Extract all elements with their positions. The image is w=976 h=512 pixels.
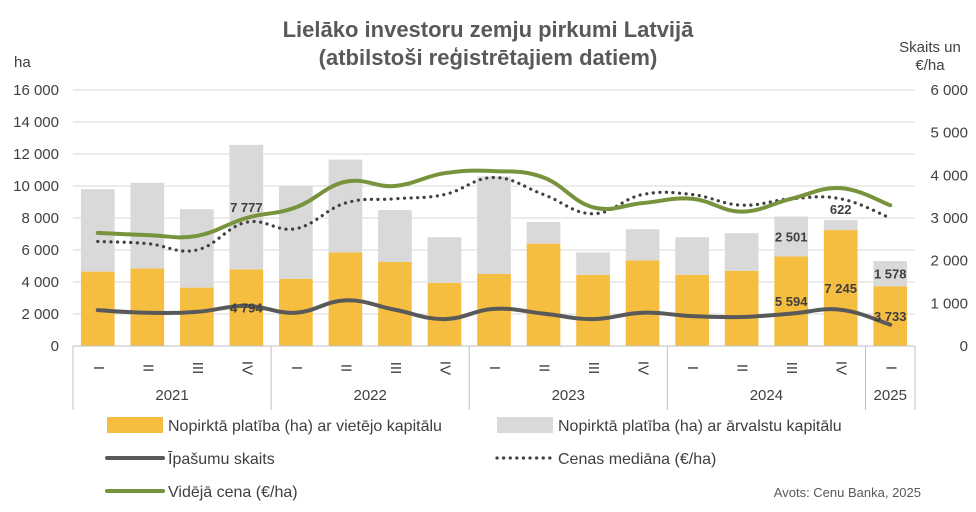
left-axis: 0 2 000 4 000 6 000 8 000 10 000 12 000 14 000 1… bbox=[13, 82, 59, 355]
bar-local-capital bbox=[724, 270, 759, 346]
left-tick-label: 10 000 bbox=[13, 178, 59, 195]
legend-label: Nopirktā platība (ha) ar vietējo kapitāl… bbox=[168, 418, 442, 435]
bar-local-capital bbox=[873, 286, 908, 346]
category-tick-label: IV bbox=[238, 361, 255, 375]
bar-foreign-capital bbox=[576, 252, 610, 275]
category-tick-label: I bbox=[882, 366, 899, 370]
data-label: 2 501 bbox=[775, 229, 808, 244]
line-average-price bbox=[95, 168, 893, 240]
bar-foreign-capital bbox=[724, 233, 759, 271]
bar-local-capital bbox=[378, 262, 412, 346]
bar-foreign-capital bbox=[477, 176, 511, 274]
category-tick-label: I bbox=[288, 366, 305, 370]
right-tick-label: 3 000 bbox=[930, 210, 968, 227]
line-property-count bbox=[95, 298, 893, 327]
bar-foreign-capital bbox=[774, 216, 809, 257]
left-tick-label: 16 000 bbox=[13, 82, 59, 99]
bar-foreign-capital bbox=[80, 189, 115, 272]
legend-label: Īpašumu skaits bbox=[168, 450, 275, 468]
bar-foreign-capital bbox=[823, 220, 858, 231]
left-tick-label: 12 000 bbox=[13, 146, 59, 163]
left-tick-label: 2 000 bbox=[21, 306, 59, 323]
year-label: 2024 bbox=[750, 387, 783, 404]
data-label: 7 777 bbox=[230, 200, 263, 215]
right-axis-unit-line1: Skaits un bbox=[899, 39, 961, 56]
category-tick-label: IV bbox=[635, 361, 652, 375]
right-tick-label: 2 000 bbox=[930, 253, 968, 270]
left-tick-label: 14 000 bbox=[13, 114, 59, 131]
category-tick-label: II bbox=[139, 364, 156, 372]
category-tick-label: IV bbox=[833, 361, 850, 375]
category-tick-label: III bbox=[585, 362, 602, 375]
bar-foreign-capital bbox=[130, 182, 165, 269]
category-tick-label: III bbox=[783, 362, 800, 375]
bar-local-capital bbox=[576, 274, 610, 346]
year-label: 2022 bbox=[353, 387, 386, 404]
bar-local-capital bbox=[526, 243, 561, 346]
category-tick-label: II bbox=[337, 364, 354, 372]
bar-local-capital bbox=[427, 282, 462, 346]
bar-foreign-capital bbox=[873, 261, 908, 287]
chart-title-line1: Lielāko investoru zemju pirkumi Latvijā bbox=[283, 17, 695, 42]
bar-foreign-capital bbox=[229, 144, 264, 270]
data-label: 1 578 bbox=[874, 267, 907, 282]
right-tick-label: 6 000 bbox=[930, 82, 968, 99]
bar-local-capital bbox=[774, 256, 809, 346]
legend: Nopirktā platība (ha) ar vietējo kapitāl… bbox=[105, 417, 842, 501]
right-tick-label: 4 000 bbox=[930, 167, 968, 184]
bar-local-capital bbox=[625, 260, 660, 346]
legend-swatch bbox=[497, 417, 553, 433]
left-axis-unit: ha bbox=[14, 54, 31, 71]
bar-local-capital bbox=[823, 230, 858, 346]
year-label: 2021 bbox=[155, 387, 188, 404]
bar-foreign-capital bbox=[328, 159, 363, 253]
category-tick-label: I bbox=[486, 366, 503, 370]
right-tick-label: 0 bbox=[960, 338, 968, 355]
data-label: 3 733 bbox=[874, 309, 907, 324]
category-tick-label: IV bbox=[437, 361, 454, 375]
line-price-median bbox=[96, 175, 892, 253]
bars bbox=[80, 144, 908, 346]
category-tick-label: III bbox=[387, 362, 404, 375]
category-tick-label: II bbox=[734, 364, 751, 372]
legend-label: Cenas mediāna (€/ha) bbox=[558, 451, 716, 468]
bar-foreign-capital bbox=[625, 229, 660, 261]
year-label: 2025 bbox=[874, 387, 907, 404]
left-tick-label: 6 000 bbox=[21, 242, 59, 259]
category-tick-label: III bbox=[189, 362, 206, 375]
bar-foreign-capital bbox=[427, 237, 462, 283]
year-label: 2023 bbox=[552, 387, 585, 404]
category-tick-label: II bbox=[536, 364, 553, 372]
category-tick-label: I bbox=[90, 366, 107, 370]
right-tick-label: 1 000 bbox=[930, 295, 968, 312]
bar-local-capital bbox=[675, 274, 709, 346]
left-tick-label: 4 000 bbox=[21, 274, 59, 291]
bar-foreign-capital bbox=[378, 210, 412, 262]
bar-foreign-capital bbox=[675, 237, 709, 275]
right-axis-unit-line2: €/ha bbox=[915, 57, 945, 74]
legend-label: Nopirktā platība (ha) ar ārvalstu kapitā… bbox=[558, 418, 842, 435]
bar-local-capital bbox=[130, 268, 165, 346]
right-tick-label: 5 000 bbox=[930, 125, 968, 142]
bar-foreign-capital bbox=[526, 222, 561, 244]
category-tick-label: I bbox=[684, 366, 701, 370]
left-tick-label: 0 bbox=[51, 338, 59, 355]
data-label: 5 594 bbox=[775, 294, 808, 309]
bar-local-capital bbox=[179, 287, 214, 346]
legend-swatch bbox=[107, 417, 163, 433]
right-axis: 0 1 000 2 000 3 000 4 000 5 000 6 000 bbox=[930, 82, 968, 355]
bar-foreign-capital bbox=[179, 209, 214, 288]
data-label: 622 bbox=[830, 202, 852, 217]
data-labels: 7 777 4 794 2 501 5 594 622 7 245 1 578 3 733 bbox=[230, 200, 906, 324]
data-label: 7 245 bbox=[824, 281, 857, 296]
lines bbox=[95, 168, 893, 327]
data-label: 4 794 bbox=[230, 301, 263, 316]
source-note: Avots: Cenu Banka, 2025 bbox=[774, 485, 921, 500]
chart-title-line2: (atbilstoši reģistrētajiem datiem) bbox=[319, 45, 658, 70]
left-tick-label: 8 000 bbox=[21, 210, 59, 227]
legend-label: Vidējā cena (€/ha) bbox=[168, 484, 298, 501]
